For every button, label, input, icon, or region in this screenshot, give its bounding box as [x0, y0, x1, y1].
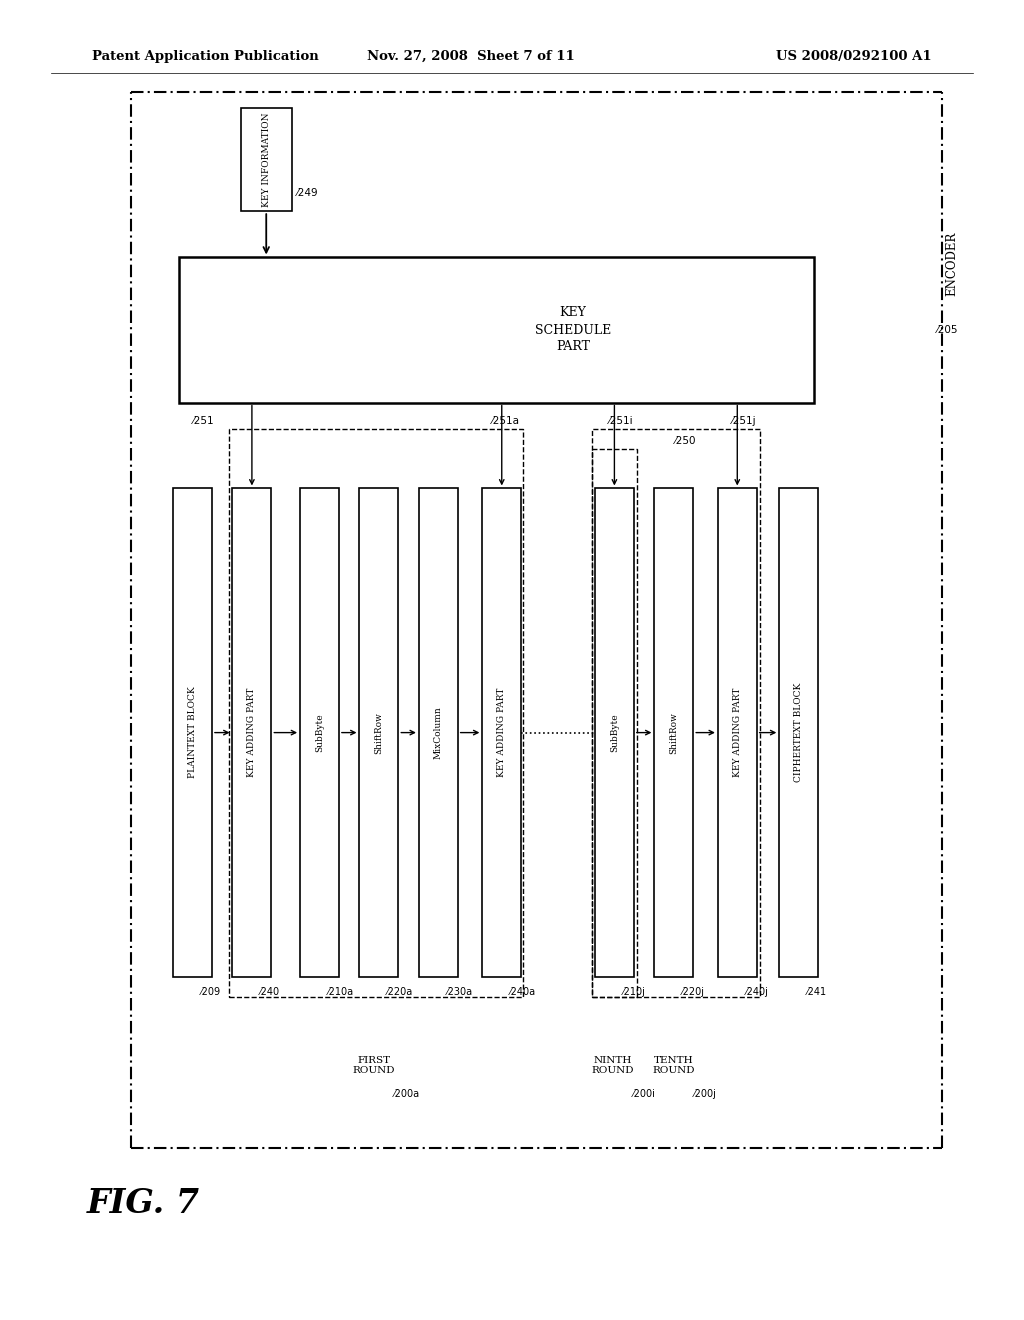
Text: ⁄251: ⁄251: [193, 416, 214, 426]
Bar: [232, 488, 271, 977]
Text: KEY
SCHEDULE
PART: KEY SCHEDULE PART: [535, 306, 611, 354]
Bar: [229, 429, 523, 997]
Bar: [241, 108, 292, 211]
Text: ⁄240j: ⁄240j: [745, 987, 768, 998]
Bar: [419, 488, 458, 977]
Text: ⁄200a: ⁄200a: [394, 1089, 421, 1100]
Text: CIPHERTEXT BLOCK: CIPHERTEXT BLOCK: [795, 682, 803, 783]
Text: KEY INFORMATION: KEY INFORMATION: [262, 112, 270, 207]
Text: Patent Application Publication: Patent Application Publication: [92, 50, 318, 63]
Text: ShiftRow: ShiftRow: [375, 711, 383, 754]
Text: SubByte: SubByte: [610, 713, 618, 752]
Text: ⁄230a: ⁄230a: [446, 987, 473, 998]
Bar: [654, 488, 693, 977]
Text: PLAINTEXT BLOCK: PLAINTEXT BLOCK: [188, 686, 197, 779]
Text: KEY ADDING PART: KEY ADDING PART: [498, 688, 506, 777]
Text: ⁄200j: ⁄200j: [694, 1089, 717, 1100]
Text: ENCODER: ENCODER: [946, 232, 958, 296]
Text: ⁄241: ⁄241: [807, 987, 827, 998]
Text: ShiftRow: ShiftRow: [670, 711, 678, 754]
Text: ⁄209: ⁄209: [201, 987, 221, 998]
Text: TENTH
ROUND: TENTH ROUND: [652, 1056, 695, 1076]
Text: MixColumn: MixColumn: [434, 706, 442, 759]
Bar: [779, 488, 818, 977]
Text: ⁄220a: ⁄220a: [387, 987, 414, 998]
Text: ⁄249: ⁄249: [297, 187, 318, 198]
Text: SubByte: SubByte: [315, 713, 324, 752]
Bar: [173, 488, 212, 977]
Text: NINTH
ROUND: NINTH ROUND: [591, 1056, 634, 1076]
Text: US 2008/0292100 A1: US 2008/0292100 A1: [776, 50, 932, 63]
Bar: [482, 488, 521, 977]
Text: ⁄205: ⁄205: [937, 325, 958, 335]
Text: KEY ADDING PART: KEY ADDING PART: [733, 688, 741, 777]
Text: ⁄251j: ⁄251j: [732, 416, 757, 426]
Text: ⁄200i: ⁄200i: [633, 1089, 655, 1100]
Text: ⁄251i: ⁄251i: [609, 416, 634, 426]
Text: FIRST
ROUND: FIRST ROUND: [352, 1056, 395, 1076]
Text: KEY ADDING PART: KEY ADDING PART: [248, 688, 256, 777]
Text: ⁄210a: ⁄210a: [328, 987, 354, 998]
Bar: [718, 488, 757, 977]
Text: ⁄240a: ⁄240a: [510, 987, 537, 998]
Text: ⁄210j: ⁄210j: [623, 987, 645, 998]
Bar: [179, 257, 814, 403]
Bar: [592, 449, 637, 997]
Text: ⁄220j: ⁄220j: [682, 987, 705, 998]
Text: ⁄250: ⁄250: [675, 436, 696, 446]
Bar: [595, 488, 634, 977]
Text: ⁄240: ⁄240: [260, 987, 281, 998]
Bar: [592, 429, 760, 997]
Text: ⁄251a: ⁄251a: [492, 416, 519, 426]
Text: FIG. 7: FIG. 7: [87, 1188, 200, 1220]
Text: Nov. 27, 2008  Sheet 7 of 11: Nov. 27, 2008 Sheet 7 of 11: [368, 50, 574, 63]
Bar: [300, 488, 339, 977]
Bar: [359, 488, 398, 977]
